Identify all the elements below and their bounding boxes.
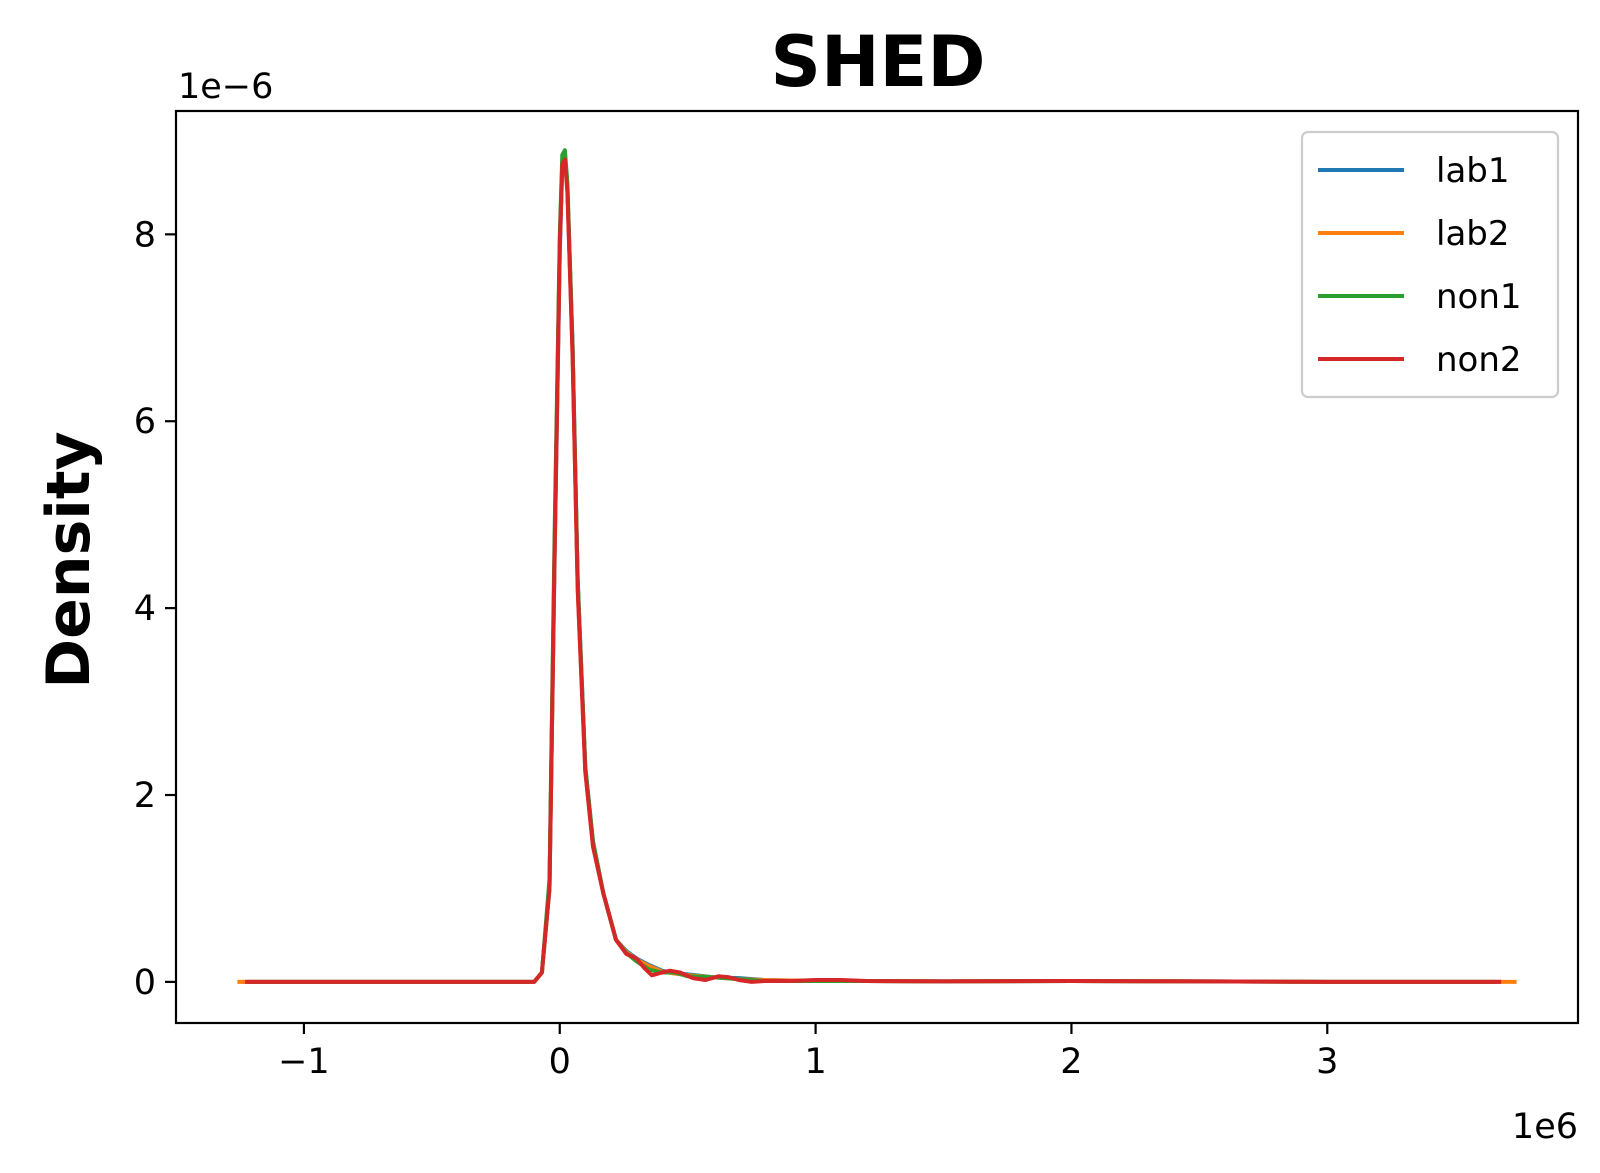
ticks-layer: −1 0 1 2 3 0 2 4 6 8	[134, 215, 1339, 1082]
chart-title: SHED	[771, 21, 986, 103]
legend: lab1 lab2 non1 non2	[1300, 130, 1560, 399]
y-axis-label: Density	[34, 431, 104, 688]
x-tick-label: 1	[804, 1042, 826, 1082]
x-tick-label: −1	[278, 1042, 330, 1082]
legend-frame	[1300, 130, 1560, 399]
x-tick-label: 0	[549, 1042, 571, 1082]
y-tick-label: 4	[134, 589, 156, 629]
axes-frame	[174, 109, 1580, 1025]
legend-items: lab1 lab2 non1 non2	[1318, 151, 1522, 380]
y-tick-label: 2	[134, 776, 156, 816]
legend-label-lab1: lab1	[1436, 151, 1510, 191]
x-tick-label: 2	[1060, 1042, 1082, 1082]
x-tick-label: 3	[1316, 1042, 1338, 1082]
legend-label-lab2: lab2	[1436, 214, 1510, 254]
series-layer	[237, 148, 1517, 984]
y-tick-label: 8	[134, 215, 156, 255]
legend-label-non1: non1	[1436, 277, 1522, 317]
series-line-non2	[245, 157, 1502, 984]
legend-label-non2: non2	[1436, 340, 1522, 380]
y-tick-label: 6	[134, 402, 156, 442]
y-offset-label: 1e−6	[178, 67, 273, 107]
y-tick-label: 0	[134, 963, 156, 1003]
x-offset-label: 1e6	[1512, 1107, 1578, 1147]
